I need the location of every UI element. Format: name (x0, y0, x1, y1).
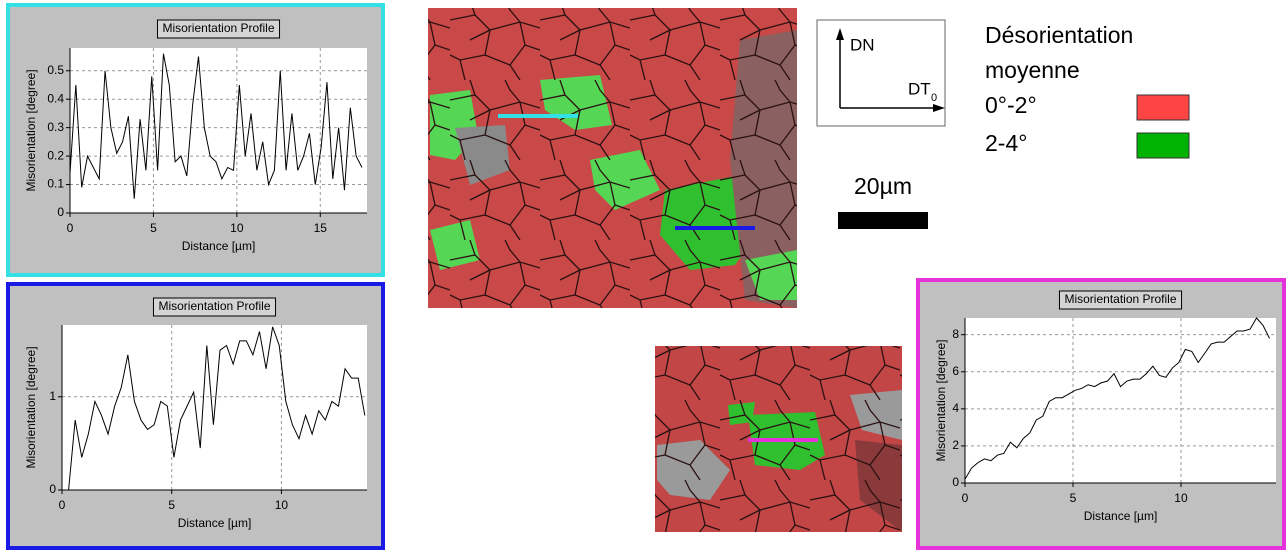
chart-panel: Misorientation Profile 0 5 10 15 0 0.1 0.2 0.3 0.… (6, 3, 385, 277)
y-tick-label: 1 (49, 389, 56, 403)
axis-label: DN (850, 35, 875, 54)
scale-bar: 20µm (838, 173, 928, 229)
title-box (156, 19, 281, 39)
y-tick-label: 0 (57, 205, 64, 219)
orientation-box: DN DT 0 (816, 19, 946, 127)
y-axis-label: Misorientation [degree] (24, 69, 38, 191)
ebsd-map (655, 346, 902, 532)
legend-label: 0°-2° (985, 92, 1037, 118)
y-tick-label: 0 (952, 475, 959, 489)
plot-area (70, 48, 367, 213)
y-tick-label: 0 (49, 482, 56, 496)
chart-panel: Misorientation Profile 0 5 10 0 1 Distance [µm… (6, 282, 385, 550)
x-tick-label: 5 (1070, 491, 1077, 505)
data-line (68, 326, 366, 491)
chart-title: Misorientation Profile (162, 21, 274, 35)
y-axis-label: Misorientation [degree] (24, 346, 38, 468)
y-tick-label: 0.4 (47, 91, 64, 105)
y-tick-label: 0.5 (47, 63, 64, 77)
y-tick-label: 4 (952, 401, 959, 415)
chart-title: Misorientation Profile (1064, 292, 1176, 306)
x-tick-label: 0 (59, 498, 66, 512)
axis-label-subscript: 0 (931, 92, 937, 104)
x-tick-label: 10 (275, 498, 289, 512)
data-line (964, 317, 1270, 480)
title-box (1058, 290, 1183, 310)
y-tick-label: 8 (952, 327, 959, 341)
x-tick-label: 10 (230, 221, 244, 235)
y-tick-label: 0.1 (47, 177, 64, 191)
legend-label: 2-4° (985, 130, 1027, 156)
legend: Désorientation moyenne (985, 22, 1133, 83)
data-line (69, 53, 363, 199)
x-axis-label: Distance [µm] (178, 516, 252, 530)
scale-label: 20µm (854, 173, 912, 199)
chart-title: Misorientation Profile (158, 299, 270, 313)
y-tick-label: 0.3 (47, 120, 64, 134)
legend-title: Désorientation (985, 22, 1133, 48)
axis-label: DT (908, 79, 931, 98)
legend-title: moyenne (985, 57, 1080, 83)
title-box (152, 297, 277, 317)
x-tick-label: 15 (314, 221, 328, 235)
x-tick-label: 5 (168, 498, 175, 512)
x-axis-label: Distance [µm] (182, 239, 256, 253)
legend-swatch (1136, 94, 1190, 121)
ebsd-map (428, 8, 797, 308)
chart-panel: Misorientation Profile 0 5 10 0 2 4 6 8 Distance … (916, 278, 1286, 550)
x-tick-label: 0 (67, 221, 74, 235)
x-tick-label: 0 (962, 491, 969, 505)
x-tick-label: 10 (1174, 491, 1188, 505)
y-tick-label: 6 (952, 364, 959, 378)
y-tick-label: 2 (952, 438, 959, 452)
plot-area (965, 318, 1276, 483)
y-tick-label: 0.2 (47, 148, 64, 162)
legend-swatch (1136, 132, 1190, 159)
x-tick-label: 5 (150, 221, 157, 235)
x-axis-label: Distance [µm] (1084, 509, 1158, 523)
y-axis-label: Misorientation [degree] (934, 339, 948, 461)
